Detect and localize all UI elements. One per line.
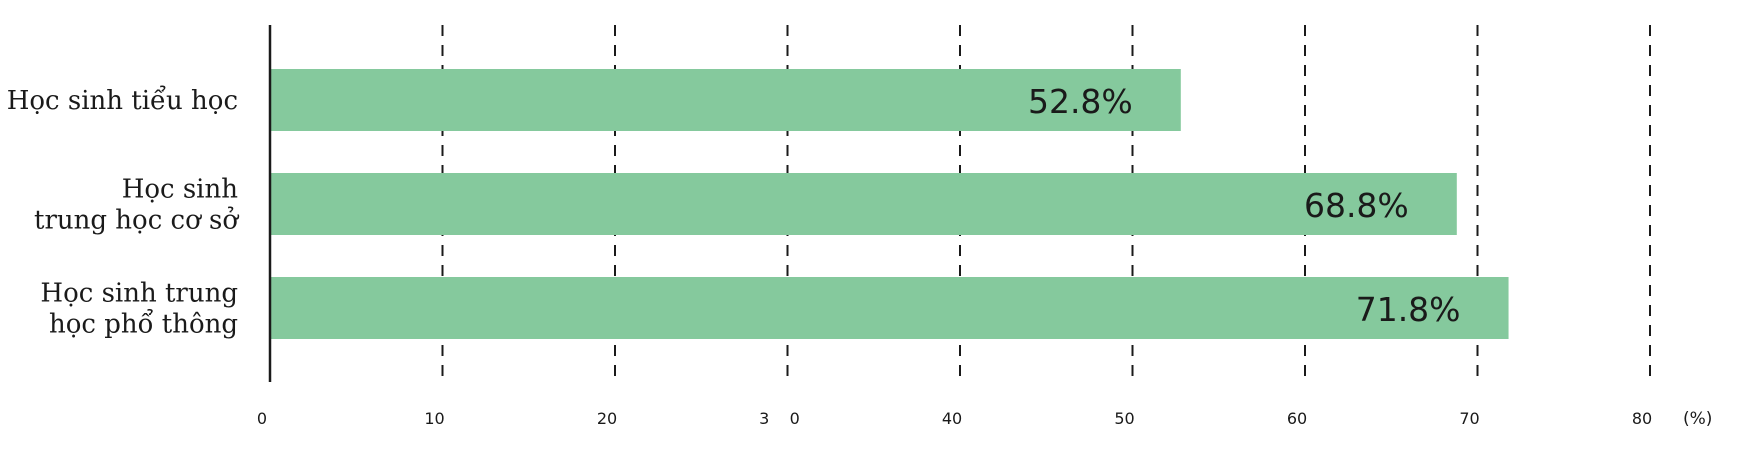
x-tick-label-40: 40 [942,409,962,428]
x-tick-label-10: 10 [424,409,444,428]
x-tick-label-30: 3 0 [759,409,800,428]
bar-2 [270,277,1509,339]
category-label-0: Học sinh tiểu học [7,85,238,116]
value-label-0: 52.8% [1028,82,1133,121]
category-label-line: học phổ thông [49,309,238,340]
x-tick-labels: 0 10 20 3 0 40 50 60 70 80 [257,409,1652,428]
bars: 52.8% 68.8% 71.8% [270,69,1509,339]
category-label-line: Học sinh trung [40,279,238,309]
value-label-1: 68.8% [1304,186,1409,225]
category-label-line: trung học cơ sở [34,206,239,236]
category-label-1: Học sinh trung học cơ sở [34,175,239,236]
x-tick-label-70: 70 [1459,409,1479,428]
category-label-2: Học sinh trung học phổ thông [40,279,238,340]
bar-1 [270,173,1457,235]
bar-0 [270,69,1181,131]
x-tick-label-80: 80 [1632,409,1652,428]
category-label-line: Học sinh tiểu học [7,85,238,116]
category-labels: Học sinh tiểu học Học sinh trung học cơ sở… [7,85,240,340]
x-axis-unit-label: (%) [1683,409,1712,429]
x-tick-label-50: 50 [1114,409,1134,428]
value-label-2: 71.8% [1356,290,1461,329]
x-tick-label-60: 60 [1287,409,1307,428]
category-label-line: Học sinh [122,175,239,205]
x-tick-label-20: 20 [597,409,617,428]
x-tick-label-0: 0 [257,409,267,428]
